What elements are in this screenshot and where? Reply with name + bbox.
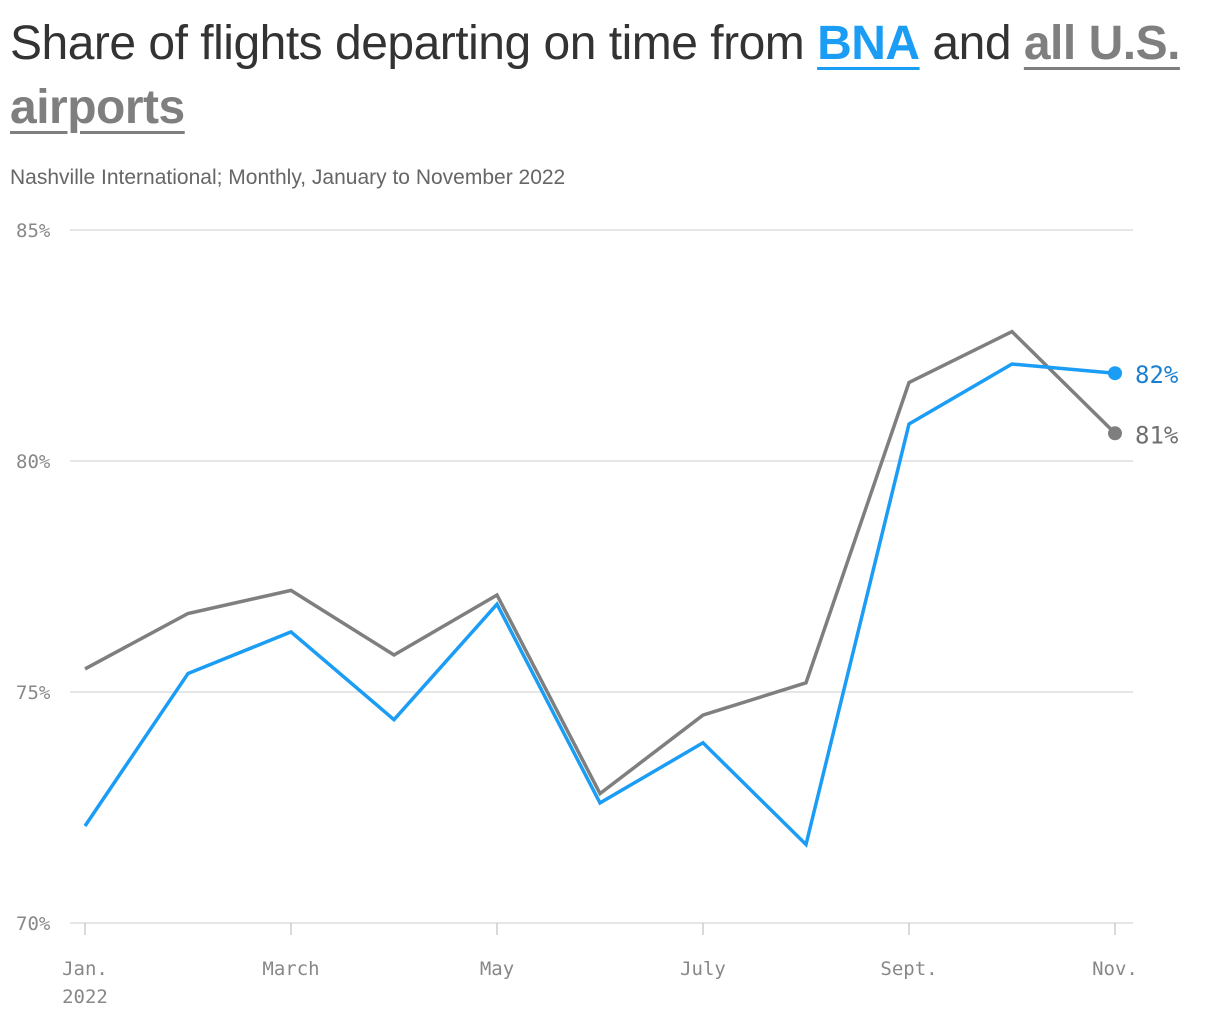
x-tick-label: July	[680, 958, 726, 980]
y-tick-label: 70%	[16, 913, 51, 935]
y-tick-label: 85%	[16, 220, 51, 242]
title-prefix: Share of flights departing on time from	[10, 17, 818, 70]
y-tick-label: 75%	[16, 682, 51, 704]
chart-subtitle: Nashville International; Monthly, Januar…	[10, 166, 566, 189]
legend-key-bna: BNA	[817, 17, 920, 70]
title-middle: and	[919, 17, 1024, 70]
legend-key-all-us-airports: all U.S. airports	[10, 17, 1180, 134]
chart-title: Share of flights departing on time from …	[10, 12, 1210, 140]
x-tick-label: May	[480, 958, 514, 980]
x-tick-label: March	[262, 958, 319, 980]
end-point-bna	[1108, 366, 1122, 381]
x-tick-label: Jan.	[62, 958, 108, 980]
end-point-all_us	[1108, 426, 1122, 441]
x-tick-label: 2022	[62, 986, 108, 1008]
series-line-all_us	[84, 329, 1117, 797]
series-line-bna	[83, 362, 1116, 848]
end-label-bna: 82%	[1135, 361, 1179, 389]
x-tick-label: Nov.	[1092, 958, 1138, 980]
end-label-all_us: 81%	[1135, 421, 1179, 449]
x-tick-label: Sept.	[880, 958, 937, 980]
y-tick-label: 80%	[16, 451, 51, 473]
